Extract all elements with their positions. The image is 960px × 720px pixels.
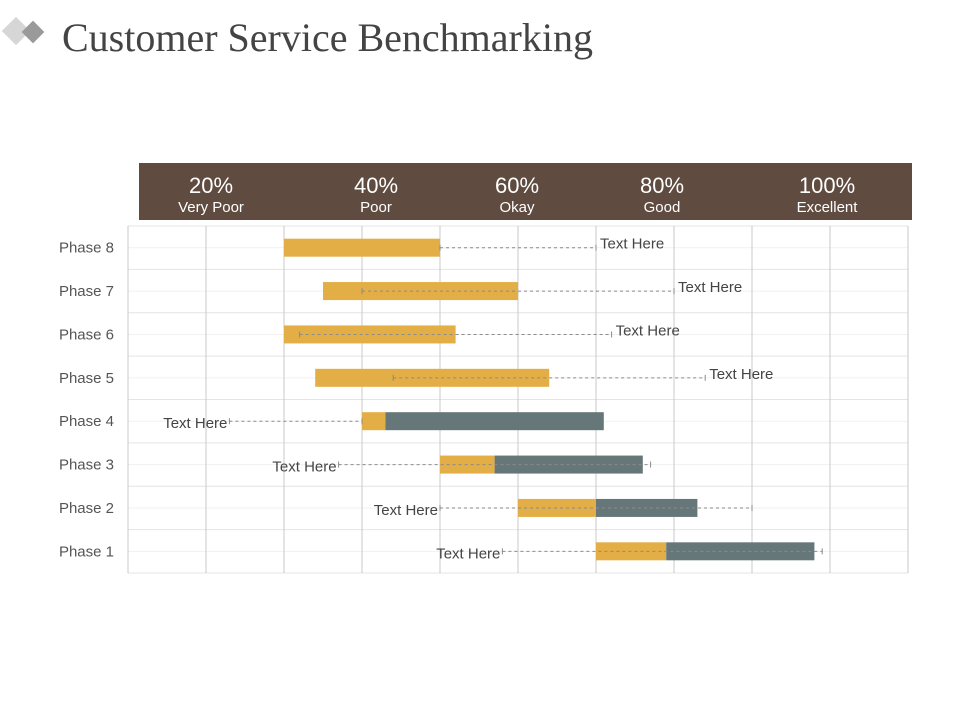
logo-diamonds-icon <box>0 12 60 56</box>
annotation-label: Text Here <box>616 322 680 339</box>
scale-label: Very Poor <box>178 199 244 216</box>
scale-label: Good <box>643 199 681 216</box>
annotation-label: Text Here <box>374 502 438 519</box>
page-title: Customer Service Benchmarking <box>62 15 593 60</box>
annotation-label: Text Here <box>436 545 500 562</box>
phase-label: Phase 5 <box>59 370 114 387</box>
phase-label: Phase 7 <box>59 283 114 300</box>
scale-percent: 40% <box>353 173 399 198</box>
bar-segment-1 <box>323 282 518 301</box>
annotation-label: Text Here <box>709 366 773 383</box>
scale-label: Okay <box>499 199 535 216</box>
scale-label: Excellent <box>796 199 858 216</box>
bar-segment-1 <box>284 325 456 344</box>
annotation-label: Text Here <box>600 236 664 253</box>
scale-label: Poor <box>360 199 392 216</box>
phase-label: Phase 4 <box>59 413 114 430</box>
scale-percent: 60% <box>494 173 540 198</box>
bar-segment-1 <box>284 238 440 257</box>
bar-segment-2 <box>385 412 604 431</box>
scale-col-very-poor: 20% Very Poor <box>151 163 271 217</box>
scale-col-okay: 60% Okay <box>457 163 577 217</box>
phase-label: Phase 3 <box>59 457 114 474</box>
annotation-label: Text Here <box>678 279 742 296</box>
scale-col-good: 80% Good <box>602 163 722 217</box>
phase-label: Phase 2 <box>59 500 114 517</box>
phase-label: Phase 6 <box>59 326 114 343</box>
bar-segment-2 <box>666 542 815 561</box>
phase-label: Phase 8 <box>59 240 114 257</box>
rating-scale-header: 20% Very Poor 40% Poor 60% Okay 80% Good… <box>139 163 912 220</box>
scale-percent: 80% <box>639 173 685 198</box>
scale-percent: 20% <box>188 173 234 198</box>
scale-col-excellent: 100% Excellent <box>767 163 887 217</box>
phase-label: Phase 1 <box>59 543 114 560</box>
scale-percent: 100% <box>798 173 856 198</box>
bar-segment-1 <box>362 412 386 431</box>
annotation-label: Text Here <box>272 459 336 476</box>
annotation-label: Text Here <box>163 415 227 432</box>
scale-col-poor: 40% Poor <box>316 163 436 217</box>
